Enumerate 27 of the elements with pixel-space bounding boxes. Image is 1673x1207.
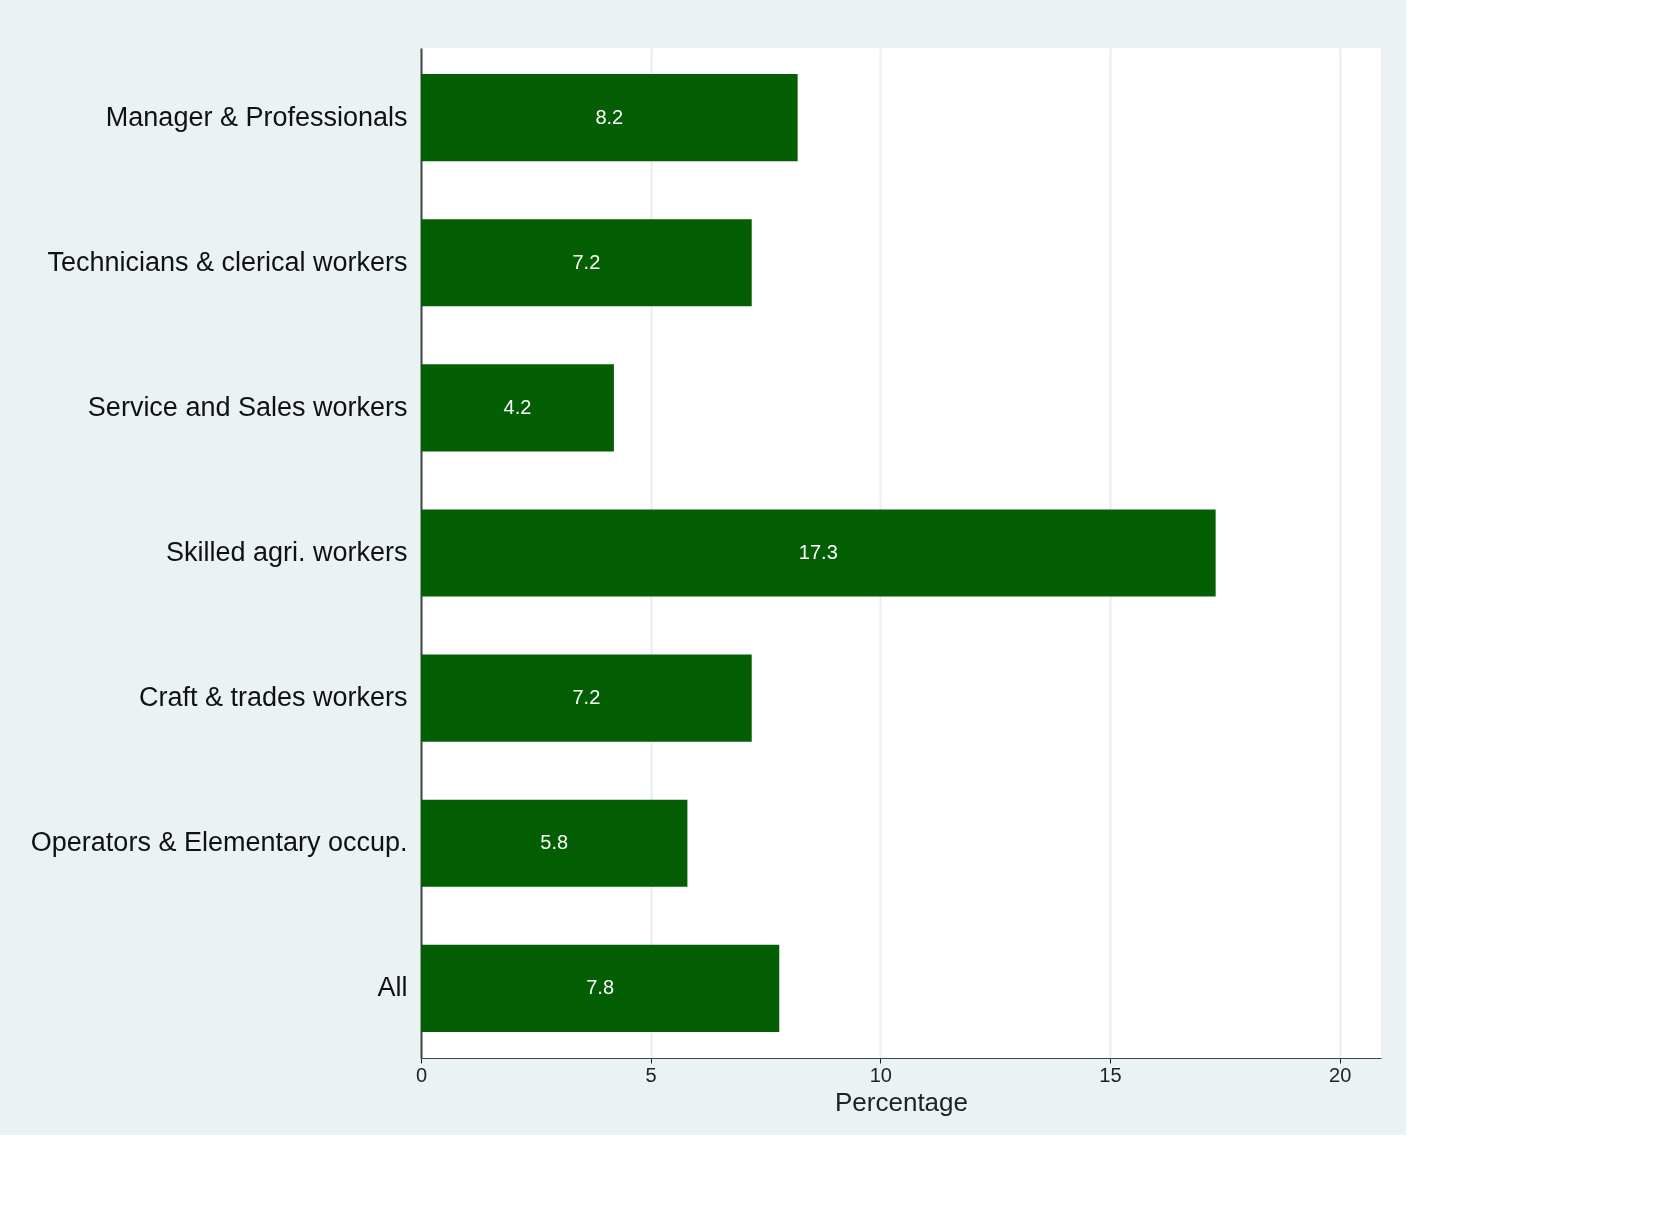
y-tick-label: Operators & Elementary occup.	[30, 827, 408, 858]
bar	[421, 509, 1216, 597]
data-label: 5.8	[540, 831, 569, 854]
bar	[421, 219, 752, 307]
y-tick-label: Service and Sales workers	[87, 391, 408, 422]
data-label: 7.2	[572, 250, 601, 273]
bar	[421, 74, 798, 162]
y-tick-label: Craft & trades workers	[138, 682, 408, 713]
bar	[421, 799, 688, 887]
data-label: 4.2	[503, 395, 532, 418]
data-label: 8.2	[595, 105, 624, 128]
x-tick-label: 15	[1099, 1063, 1122, 1086]
bar	[421, 654, 752, 742]
x-axis-title: Percentage	[835, 1086, 968, 1117]
y-tick-label: All	[377, 972, 408, 1003]
bar	[421, 364, 614, 452]
data-label: 7.2	[572, 686, 601, 709]
x-tick-label: 5	[645, 1063, 657, 1086]
x-tick-label: 20	[1329, 1063, 1352, 1086]
data-label: 17.3	[798, 541, 838, 563]
bar	[421, 944, 780, 1032]
x-tick-label: 10	[869, 1063, 892, 1086]
x-tick-label: 0	[415, 1063, 428, 1086]
data-label: 7.8	[586, 976, 615, 999]
y-tick-label: Manager & Professionals	[105, 101, 408, 132]
y-tick-label: Skilled agri. workers	[165, 537, 408, 567]
y-tick-label: Technicians & clerical workers	[47, 246, 408, 277]
